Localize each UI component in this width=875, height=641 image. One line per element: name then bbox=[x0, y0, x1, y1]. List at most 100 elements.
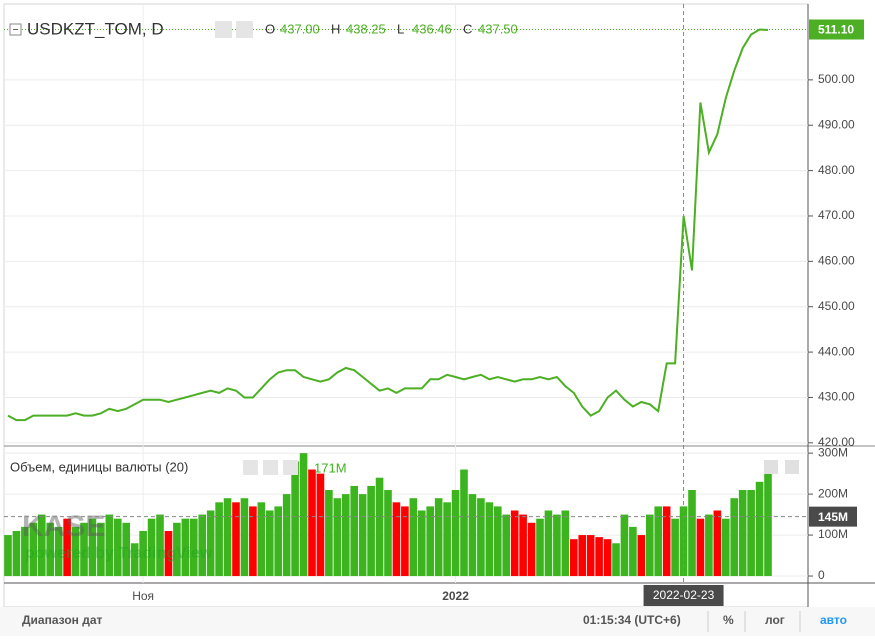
volume-bar bbox=[713, 510, 722, 577]
date-range-button[interactable]: Диапазон дат bbox=[22, 613, 103, 627]
overlay: 511.10 O 437.00 H 438.25 L 436.46 C 437.50 145M 20… bbox=[4, 4, 864, 606]
ohlc-value: 437.00 bbox=[280, 21, 320, 36]
volume-bar bbox=[603, 539, 612, 577]
pane-up[interactable] bbox=[764, 460, 778, 474]
volume-bar bbox=[71, 526, 80, 577]
volume-bar bbox=[510, 510, 519, 577]
volume-bar bbox=[282, 494, 291, 577]
volume-bar bbox=[308, 469, 316, 577]
volume-title: Объем, единицы валюты (20) bbox=[10, 459, 188, 474]
volume-bar bbox=[629, 526, 637, 577]
volume-bar bbox=[536, 518, 544, 577]
volume-bar bbox=[12, 530, 21, 577]
y-tick-label: 480.00 bbox=[818, 163, 855, 177]
symbol-title: USDKZT_TOM, D bbox=[27, 19, 164, 38]
volume-bar bbox=[443, 502, 451, 577]
volume-bar bbox=[586, 535, 595, 577]
volume-bar bbox=[612, 543, 620, 577]
volume-bar bbox=[730, 498, 739, 577]
volume-bar bbox=[688, 490, 696, 577]
volume-bar bbox=[485, 502, 494, 577]
volume-bar bbox=[21, 526, 29, 577]
volume-bar bbox=[130, 543, 139, 577]
pane-max[interactable] bbox=[785, 460, 799, 474]
volume-bar bbox=[97, 522, 105, 577]
volume-bar bbox=[477, 498, 485, 577]
volume-bar bbox=[291, 461, 299, 577]
volume-bar bbox=[384, 490, 392, 577]
volume-bar bbox=[350, 485, 359, 577]
ohlc-name: L bbox=[397, 21, 404, 36]
volume-bar bbox=[181, 518, 190, 577]
y-tick-label: 0 bbox=[818, 568, 825, 582]
volume-bar bbox=[460, 469, 468, 577]
volume-bar bbox=[147, 518, 156, 577]
volume-value: 171M bbox=[314, 460, 347, 475]
ohlc-value: 438.25 bbox=[346, 21, 386, 36]
volume-bar bbox=[367, 485, 375, 577]
volume-bar bbox=[63, 518, 71, 577]
volume-bar bbox=[232, 502, 240, 577]
volume-bar bbox=[426, 506, 435, 577]
volume-bar bbox=[654, 506, 663, 577]
clock: 01:15:34 (UTC+6) bbox=[583, 613, 681, 627]
y-tick-label: 470.00 bbox=[818, 208, 855, 222]
volume-bar bbox=[671, 518, 679, 577]
volume-bar bbox=[29, 522, 38, 577]
settings-icon[interactable] bbox=[263, 460, 278, 475]
y-tick-label: 430.00 bbox=[818, 390, 855, 404]
volume-bar bbox=[341, 494, 350, 577]
y-tick-label: 500.00 bbox=[818, 72, 855, 86]
volume-bar bbox=[274, 506, 283, 577]
volume-bar bbox=[434, 498, 443, 577]
crosshair-date-badge bbox=[643, 585, 724, 606]
volume-bar bbox=[37, 514, 46, 577]
toolbar: Диапазон дат 01:15:34 (UTC+6) % лог авто bbox=[0, 607, 875, 636]
volume-bar bbox=[595, 537, 603, 577]
auto-button[interactable]: авто bbox=[820, 613, 847, 627]
y-tick-label: 440.00 bbox=[818, 344, 855, 358]
volume-bar bbox=[223, 498, 232, 577]
marks bbox=[4, 28, 808, 577]
volume-bar bbox=[358, 494, 367, 577]
volume-bar bbox=[468, 494, 477, 577]
log-button[interactable]: лог bbox=[765, 613, 785, 627]
volume-bar bbox=[738, 490, 747, 577]
volume-bar bbox=[747, 490, 755, 577]
volume-bar bbox=[122, 522, 131, 577]
volume-bar bbox=[764, 473, 772, 577]
volume-bar bbox=[54, 526, 63, 577]
volume-bar bbox=[164, 530, 173, 577]
volume-bar bbox=[139, 530, 147, 577]
eye-icon[interactable] bbox=[243, 460, 258, 475]
last-price-badge bbox=[809, 19, 864, 40]
price-line bbox=[7, 28, 769, 422]
volume-bar bbox=[620, 514, 629, 577]
x-tick-label: Ноя bbox=[132, 589, 154, 603]
eye-icon[interactable] bbox=[215, 21, 232, 38]
watermark-powered: powered by TradingView bbox=[25, 545, 213, 562]
volume-bar bbox=[375, 477, 384, 577]
settings-icon[interactable] bbox=[236, 21, 253, 38]
close-icon[interactable] bbox=[283, 460, 298, 475]
crosshair-date: 2022-02-23 bbox=[653, 588, 715, 602]
volume-bar bbox=[173, 522, 181, 577]
volume-bar bbox=[527, 522, 536, 577]
crosshair-badge bbox=[809, 506, 857, 527]
toolbar-bg bbox=[0, 607, 875, 636]
volume-bar bbox=[502, 514, 511, 577]
volume-bar bbox=[637, 535, 646, 577]
percent-button[interactable]: % bbox=[723, 613, 734, 627]
volume-bar bbox=[333, 498, 342, 577]
volume-bar bbox=[249, 506, 257, 577]
volume-bar bbox=[299, 453, 308, 577]
volume-bar bbox=[156, 514, 164, 577]
volume-bar bbox=[265, 510, 274, 577]
volume-bar bbox=[88, 518, 97, 577]
volume-bar bbox=[206, 510, 215, 577]
volume-bar bbox=[705, 514, 713, 577]
ohlc-name: O bbox=[265, 21, 275, 36]
ohlc-name: C bbox=[463, 21, 472, 36]
volume-bar bbox=[113, 518, 122, 577]
